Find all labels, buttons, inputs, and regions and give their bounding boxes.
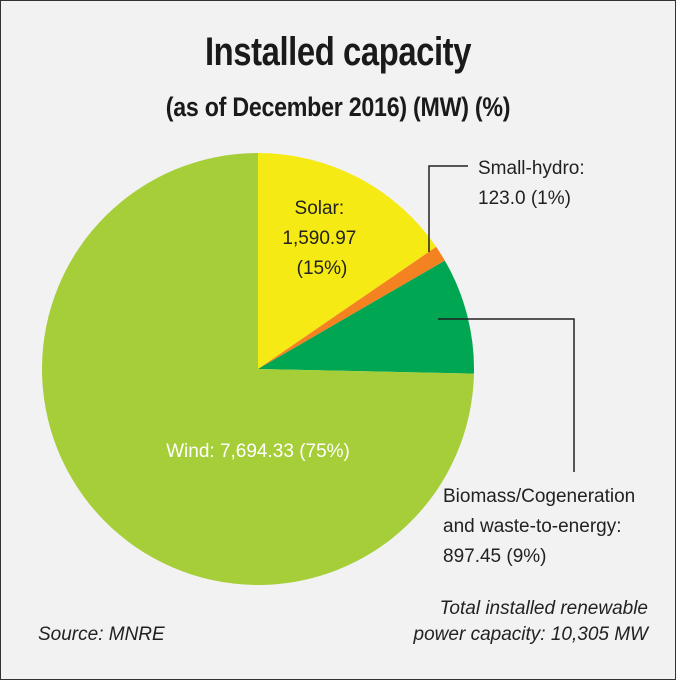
label-biomass: Biomass/Cogeneration and waste-to-energy… (443, 486, 641, 567)
pie-slices (41, 153, 474, 585)
label-biomass-line-1: Biomass/Cogeneration (443, 486, 635, 507)
slice-labels: Solar: 1,590.97 (15%) Small-hydro: 123.0… (166, 158, 641, 567)
leader-lines (428, 165, 575, 472)
label-solar-line-3: (15%) (297, 258, 348, 279)
leader-line-small-hydro (428, 165, 468, 252)
label-solar-line-1: Solar: (295, 198, 345, 219)
slice-solar (258, 153, 437, 369)
label-solar-line-2: 1,590.97 (282, 228, 356, 249)
label-wind-line-1: Wind: 7,694.33 (75%) (166, 441, 350, 462)
label-solar: Solar: 1,590.97 (15%) (282, 198, 361, 279)
slice-small-hydro (258, 246, 445, 369)
total-capacity-line-2: power capacity: 10,305 MW (413, 624, 648, 645)
source-note: Source: MNRE (38, 624, 165, 645)
chart-subtitle: (as of December 2016) (MW) (%) (165, 92, 511, 122)
slice-biomass (258, 260, 474, 374)
label-biomass-line-2: and waste-to-energy: (443, 516, 622, 537)
total-capacity-line-1: Total installed renewable (439, 598, 648, 619)
label-small-hydro-line-1: Small-hydro: (478, 158, 585, 179)
chart-title: Installed capacity (204, 30, 472, 74)
label-wind: Wind: 7,694.33 (75%) (166, 441, 350, 462)
label-small-hydro-line-2: 123.0 (1%) (478, 188, 571, 209)
slice-wind (41, 153, 474, 585)
label-small-hydro: Small-hydro: 123.0 (1%) (478, 158, 590, 209)
label-biomass-line-3: 897.45 (9%) (443, 546, 547, 567)
total-capacity-note: Total installed renewable power capacity… (414, 596, 648, 648)
leader-line-biomass (438, 318, 575, 472)
